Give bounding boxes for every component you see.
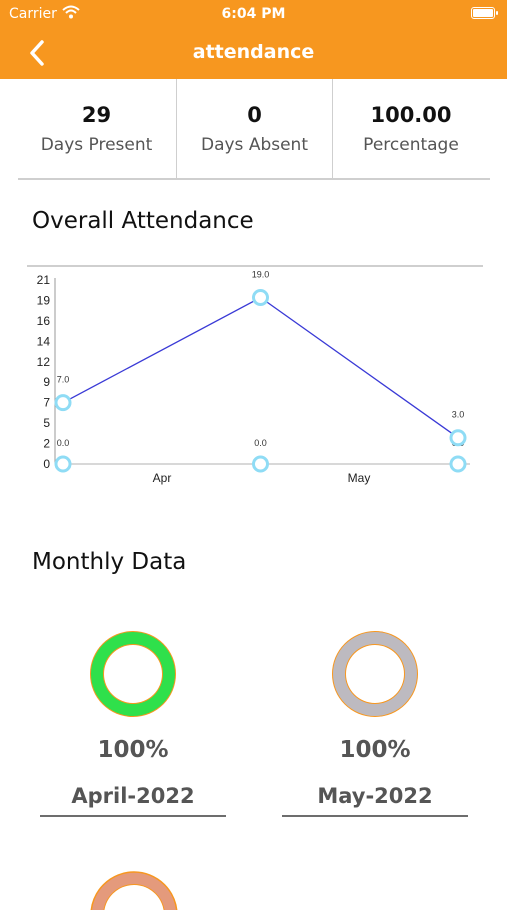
x-tick-label: May xyxy=(348,471,371,485)
y-tick-label: 19 xyxy=(37,293,51,307)
y-tick-label: 12 xyxy=(37,355,51,369)
may-percentage: 100% xyxy=(339,737,411,763)
y-tick-label: 21 xyxy=(37,273,51,287)
nav-bar: attendance xyxy=(0,28,507,79)
data-label: 3.0 xyxy=(452,410,465,420)
percentage-stat: 100.00 Percentage xyxy=(332,79,490,178)
status-time: 6:04 PM xyxy=(221,6,286,22)
attendance-summary: 29 Days Present 0 Days Absent 100.00 Per… xyxy=(18,79,490,180)
zero-data-point xyxy=(54,455,72,473)
y-tick-label: 2 xyxy=(43,437,50,451)
y-tick-label: 9 xyxy=(43,375,50,389)
days-present-stat: 29 Days Present xyxy=(18,79,175,178)
data-point xyxy=(252,289,269,307)
y-tick-label: 16 xyxy=(37,314,51,328)
percentage-label: Percentage xyxy=(363,135,459,155)
data-point xyxy=(449,429,467,447)
may-underline xyxy=(282,815,468,817)
zero-data-label: 0.0 xyxy=(254,438,267,448)
percentage-value: 100.00 xyxy=(370,103,452,127)
days-present-value: 29 xyxy=(81,103,112,127)
month-card-may[interactable]: 100% May-2022 xyxy=(275,630,475,820)
x-tick-label: Apr xyxy=(153,471,172,485)
april-underline xyxy=(40,815,226,817)
data-label: 7.0 xyxy=(57,375,70,385)
monthly-data-heading: Monthly Data xyxy=(32,549,187,575)
series-attendance-line xyxy=(62,296,459,439)
may-attendance-ring xyxy=(332,631,418,717)
month-card-partial[interactable] xyxy=(89,870,179,914)
days-absent-stat: 0 Days Absent xyxy=(176,79,333,178)
days-present-label: Days Present xyxy=(40,135,153,155)
april-month-label: April-2022 xyxy=(71,784,195,808)
chart-divider xyxy=(27,265,483,267)
zero-data-point xyxy=(449,455,467,473)
month-card-april[interactable]: 100% April-2022 xyxy=(33,630,233,820)
battery-icon xyxy=(471,7,498,19)
data-label: 19.0 xyxy=(252,270,270,280)
status-bar: Carrier 6:04 PM xyxy=(0,0,507,28)
days-absent-value: 0 xyxy=(247,103,262,127)
y-tick-label: 14 xyxy=(37,334,51,348)
partial-attendance-ring xyxy=(90,871,178,914)
data-point xyxy=(54,394,72,412)
y-tick-label: 7 xyxy=(43,396,50,410)
page-title: attendance xyxy=(192,41,315,63)
carrier-label: Carrier xyxy=(9,6,57,22)
zero-data-point xyxy=(252,455,269,473)
april-attendance-ring xyxy=(90,631,176,717)
wifi-icon xyxy=(62,4,80,23)
overall-attendance-heading: Overall Attendance xyxy=(32,208,254,234)
zero-data-label: 0.0 xyxy=(57,438,70,448)
april-percentage: 100% xyxy=(97,737,169,763)
back-chevron-icon[interactable] xyxy=(24,40,50,66)
days-absent-label: Days Absent xyxy=(200,135,308,155)
y-tick-label: 0 xyxy=(43,457,50,471)
y-tick-label: 5 xyxy=(43,416,50,430)
may-month-label: May-2022 xyxy=(317,784,433,808)
